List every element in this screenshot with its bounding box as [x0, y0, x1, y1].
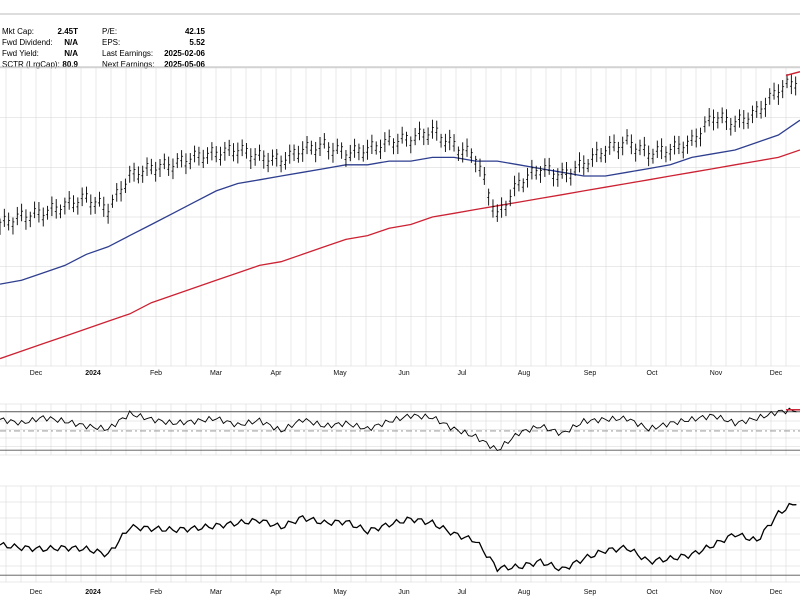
stat-value: 2025-05-06: [164, 60, 205, 69]
stat-label: Mkt Cap:: [2, 27, 35, 36]
stat-label: SCTR (LrgCap):: [2, 60, 60, 69]
stat-value: N/A: [64, 38, 78, 47]
stat-label: Fwd Dividend:: [2, 38, 53, 47]
indicator-panel-x-tick-label: Sep: [584, 589, 597, 596]
stat-label: Fwd Yield:: [2, 49, 39, 58]
stat-row: EPS: 5.52: [102, 37, 205, 48]
indicator-panel-x-tick-label: Apr: [271, 589, 283, 596]
stat-value: 80.9: [62, 60, 78, 69]
stat-value: 2025-02-06: [164, 49, 205, 58]
stat-value: 5.52: [189, 38, 205, 47]
stat-value: 42.15: [184, 27, 205, 36]
stat-label: EPS:: [102, 38, 121, 47]
price-panel-x-tick-label: Nov: [710, 370, 723, 377]
indicator-panel-x-tick-label: Dec: [30, 589, 43, 596]
price-panel-x-tick-label: Jun: [398, 370, 409, 377]
stat-row: Fwd Yield: N/A: [2, 48, 78, 59]
stat-row: SCTR (LrgCap): 80.9: [2, 59, 78, 70]
stat-label: P/E:: [102, 27, 118, 36]
price-panel-x-tick-label: Apr: [271, 370, 283, 377]
indicator-panel-x-tick-label: Dec: [770, 589, 783, 596]
indicator-panel-x-tick-label: 2024: [85, 589, 101, 596]
indicator-panel-x-tick-label: Feb: [150, 589, 162, 596]
stat-label: Next Earnings:: [102, 60, 155, 69]
price-panel-x-tick-label: Feb: [150, 370, 162, 377]
stat-row: Last Earnings: 2025-02-06: [102, 48, 205, 59]
indicator-panel-x-tick-label: May: [333, 589, 347, 596]
price-panel-x-tick-label: Dec: [770, 370, 783, 377]
indicator-line: [0, 502, 797, 573]
indicator-panel-x-tick-label: Nov: [710, 589, 723, 596]
stat-label: Last Earnings:: [102, 49, 154, 58]
stat-row: P/E: 42.15: [102, 26, 205, 37]
price-panel-x-tick-label: Sep: [584, 370, 597, 377]
indicator-panel-x-tick-label: Mar: [210, 589, 223, 596]
indicator-panel-x-tick-label: Oct: [647, 589, 658, 596]
indicator-panel-x-tick-label: Aug: [518, 589, 531, 596]
indicator-panel-x-tick-label: Jul: [458, 589, 467, 596]
stat-value: 2.45T: [57, 27, 78, 36]
stats-left: Mkt Cap: 2.45T Fwd Dividend: N/A Fwd Yield…: [2, 26, 78, 70]
oscillator-line: [0, 407, 797, 452]
price-high-marker: [785, 71, 800, 77]
stat-row: Mkt Cap: 2.45T: [2, 26, 78, 37]
price-panel-x-tick-label: May: [333, 370, 347, 377]
price-panel-x-tick-label: Aug: [518, 370, 531, 377]
price-panel-x-tick-label: Dec: [30, 370, 43, 377]
stat-value: N/A: [64, 49, 78, 58]
price-panel-x-tick-label: 2024: [85, 370, 101, 377]
price-panel-x-tick-label: Mar: [210, 370, 223, 377]
price-panel-x-tick-label: Jul: [458, 370, 467, 377]
stat-row: Next Earnings: 2025-05-06: [102, 59, 205, 70]
stats-right: P/E: 42.15 EPS: 5.52 Last Earnings: 2025-02…: [102, 26, 205, 70]
ma50-line: [0, 119, 800, 285]
ma200-line: [0, 149, 800, 360]
stat-row: Fwd Dividend: N/A: [2, 37, 78, 48]
indicator-panel-x-tick-label: Jun: [398, 589, 409, 596]
price-panel-x-tick-label: Oct: [647, 370, 658, 377]
